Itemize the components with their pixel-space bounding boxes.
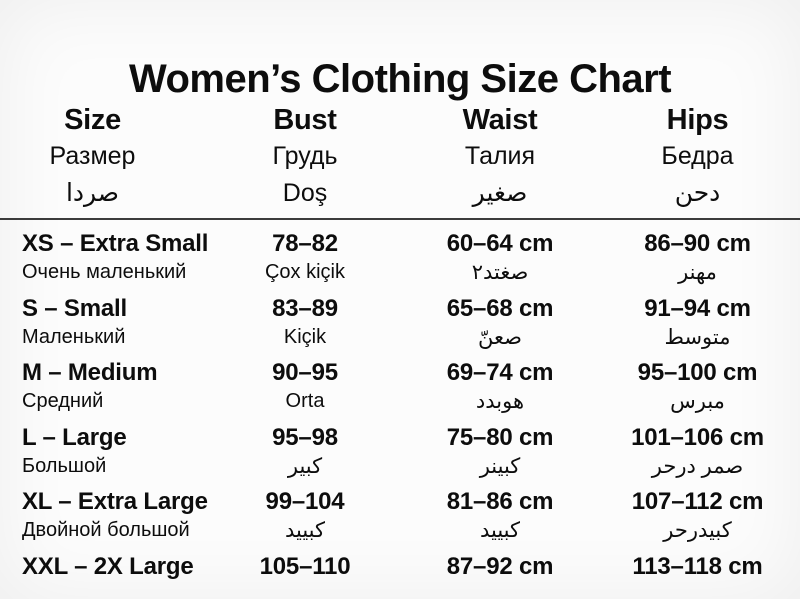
- waist-value: 87–92 cm: [446, 552, 554, 580]
- size-label-ru: Средний: [22, 390, 104, 412]
- size-label: XS – Extra Small: [22, 230, 209, 257]
- bust-value: 95–98: [272, 423, 338, 451]
- bust-label-az: Orta: [285, 390, 325, 412]
- header-hips-ar: دحن: [674, 179, 721, 207]
- bust-label-az: Kiçik: [283, 325, 327, 348]
- header-waist-ar: صغير: [472, 179, 528, 207]
- waist-value: 65–68 cm: [446, 294, 554, 322]
- hips-label-ar: مبرس: [670, 390, 725, 413]
- size-label: S – Small: [22, 294, 127, 322]
- hips-cell: 91–94 cm متوسط: [595, 295, 800, 360]
- size-cell: S – Small Маленький: [0, 295, 205, 360]
- header-size-ru: Размер: [49, 142, 136, 170]
- hips-label-ar: صمر درحر: [651, 454, 744, 478]
- column-header-size: Size Размер صردا: [0, 102, 205, 213]
- bust-value: 105–110: [259, 552, 351, 580]
- header-divider-line: [0, 218, 800, 220]
- size-label-ru: Маленький: [22, 325, 126, 348]
- header-waist-ru: Талия: [464, 142, 536, 170]
- bust-label-ar: كبييد: [284, 519, 326, 542]
- hips-label-ar: كبيدرحر: [663, 519, 732, 542]
- table-row-xs: XS – Extra Small Очень маленький 78–82 Ç…: [0, 230, 800, 295]
- waist-label-ar: هوبدد: [475, 390, 525, 413]
- size-cell: L – Large Большой: [0, 424, 205, 489]
- size-label: XXL – 2X Large: [22, 552, 194, 580]
- size-label-ru: Двойной большой: [22, 519, 190, 541]
- bust-cell: 95–98 كبير: [205, 424, 405, 489]
- column-header-bust: Bust Грудь Doş: [205, 102, 405, 213]
- waist-label-ar: صغتد٢: [471, 261, 529, 284]
- bust-value: 83–89: [272, 294, 338, 322]
- size-label-ru: Очень маленький: [22, 261, 187, 283]
- size-label: XL – Extra Large: [22, 488, 208, 515]
- table-row-xl: XL – Extra Large Двойной большой 99–104 …: [0, 488, 800, 553]
- hips-cell: 95–100 cm مبرس: [595, 359, 800, 424]
- bust-cell: 99–104 كبييد: [205, 488, 405, 553]
- hips-cell: 107–112 cm كبيدرحر: [595, 488, 800, 553]
- hips-label-ar: مهنر: [678, 261, 717, 284]
- waist-label-ar: كبينر: [479, 454, 521, 478]
- hips-cell: 101–106 cm صمر درحر: [595, 424, 800, 489]
- waist-label-ar: صعنّ: [478, 325, 522, 349]
- size-cell: XL – Extra Large Двойной большой: [0, 488, 208, 553]
- size-cell: XXL – 2X Large: [0, 553, 205, 599]
- bust-cell: 90–95 Orta: [205, 359, 405, 424]
- page-title: Women’s Clothing Size Chart: [128, 56, 672, 101]
- hips-value: 113–118 cm: [632, 552, 763, 580]
- waist-cell: 65–68 cm صعنّ: [405, 295, 595, 360]
- waist-cell: 81–86 cm كبييد: [405, 488, 595, 553]
- size-cell: XS – Extra Small Очень маленький: [0, 230, 209, 295]
- header-size-en: Size: [64, 104, 121, 136]
- header-waist-en: Waist: [462, 104, 538, 136]
- bust-value: 78–82: [272, 230, 338, 257]
- bust-cell: 83–89 Kiçik: [205, 295, 405, 360]
- waist-cell: 69–74 cm هوبدد: [405, 359, 595, 424]
- hips-value: 95–100 cm: [637, 359, 758, 386]
- waist-value: 69–74 cm: [446, 359, 554, 386]
- header-hips-ru: Бедра: [661, 142, 734, 170]
- waist-cell: 87–92 cm: [405, 553, 595, 599]
- hips-cell: 113–118 cm: [595, 553, 800, 599]
- waist-value: 81–86 cm: [446, 488, 554, 515]
- table-header: Size Размер صردا Bust Грудь Doş Waist Та…: [0, 102, 800, 213]
- header-bust-az: Doş: [282, 179, 328, 207]
- header-bust-en: Bust: [273, 104, 337, 136]
- size-label: M – Medium: [22, 359, 158, 386]
- hips-label-ar: متوسط: [664, 325, 731, 349]
- column-header-waist: Waist Талия صغير: [405, 102, 595, 213]
- waist-label-ar: كبييد: [479, 519, 521, 542]
- bust-label-ar: كبير: [287, 454, 323, 478]
- size-label-ru: Большой: [22, 454, 107, 477]
- table-row-xxl: XXL – 2X Large 105–110 87–92 cm 113–118 …: [0, 553, 800, 599]
- hips-value: 101–106 cm: [631, 423, 764, 451]
- table-body: XS – Extra Small Очень маленький 78–82 Ç…: [0, 230, 800, 599]
- bust-value: 99–104: [265, 488, 345, 515]
- waist-cell: 60–64 cm صغتد٢: [405, 230, 595, 295]
- header-bust-ru: Грудь: [272, 142, 338, 170]
- hips-value: 86–90 cm: [644, 230, 751, 257]
- header-hips-en: Hips: [666, 104, 729, 136]
- hips-value: 107–112 cm: [631, 488, 764, 515]
- waist-cell: 75–80 cm كبينر: [405, 424, 595, 489]
- header-size-ar: صردا: [65, 179, 120, 207]
- column-header-hips: Hips Бедра دحن: [595, 102, 800, 213]
- hips-value: 91–94 cm: [644, 294, 751, 322]
- bust-cell: 105–110: [205, 553, 405, 599]
- table-row-l: L – Large Большой 95–98 كبير 75–80 cm كب…: [0, 424, 800, 489]
- bust-cell: 78–82 Çox kiçik: [205, 230, 405, 295]
- waist-value: 60–64 cm: [446, 230, 554, 257]
- bust-label-az: Çox kiçik: [264, 261, 345, 283]
- bust-value: 90–95: [272, 359, 338, 386]
- size-cell: M – Medium Средний: [0, 359, 205, 424]
- size-label: L – Large: [22, 423, 127, 451]
- waist-value: 75–80 cm: [446, 423, 554, 451]
- table-row-m: M – Medium Средний 90–95 Orta 69–74 cm ه…: [0, 359, 800, 424]
- hips-cell: 86–90 cm مهنر: [595, 230, 800, 295]
- table-row-s: S – Small Маленький 83–89 Kiçik 65–68 cm…: [0, 295, 800, 360]
